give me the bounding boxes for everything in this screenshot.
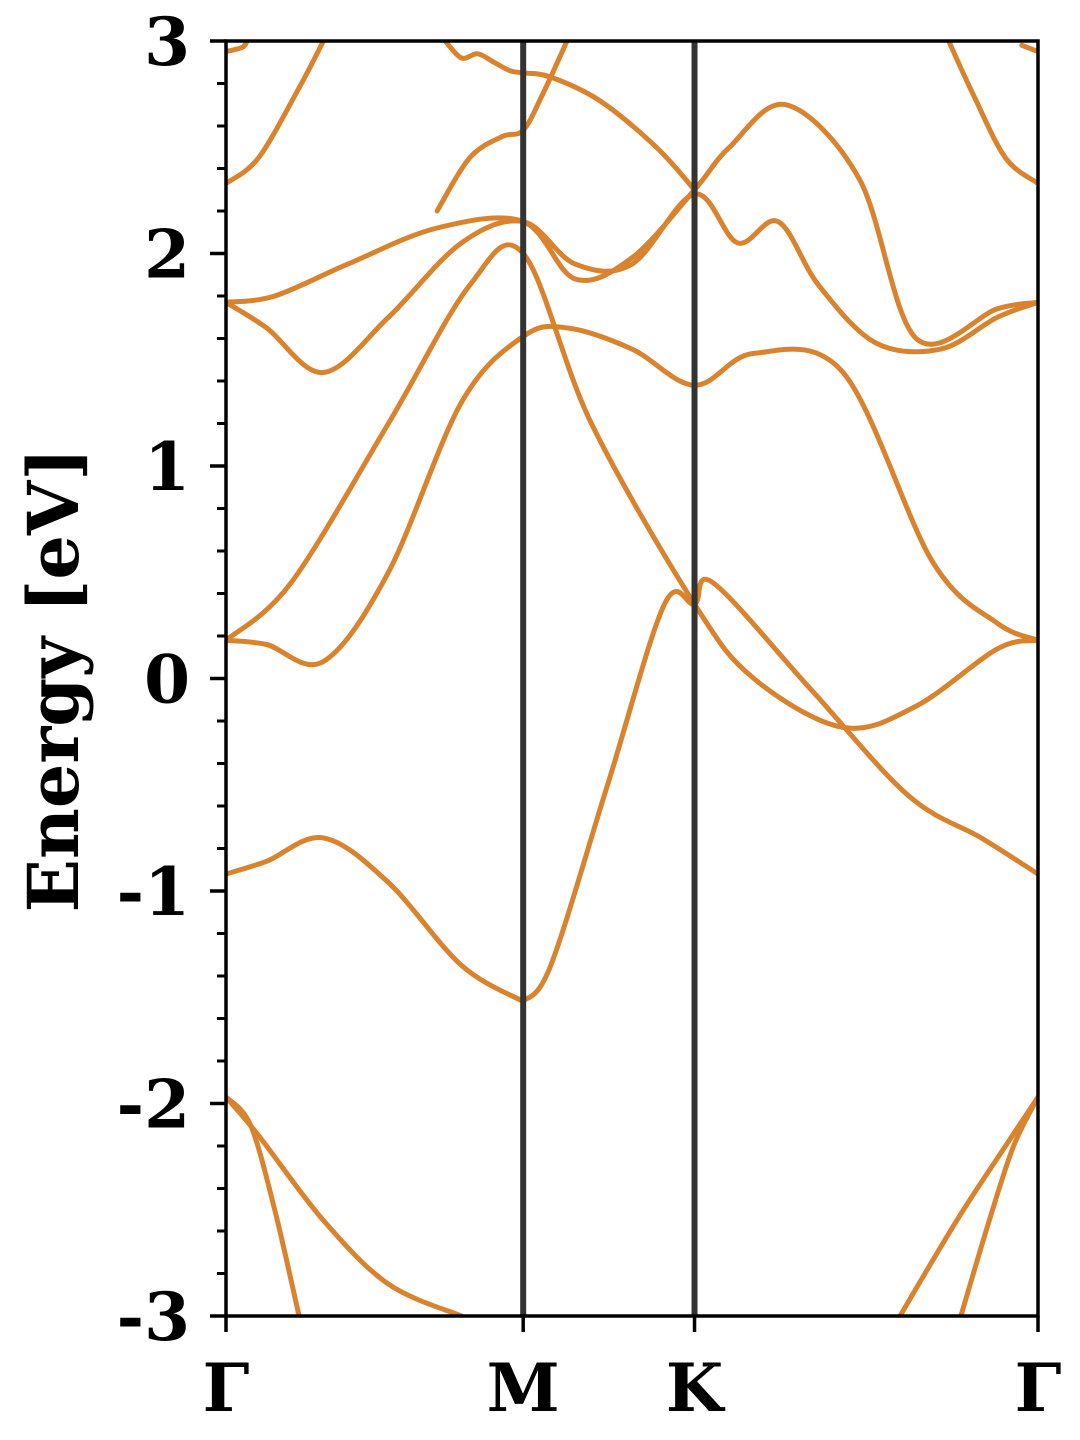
x-tick-label: Γ [203, 1349, 250, 1427]
band-lines [226, 41, 1038, 1316]
y-tick-label: -2 [117, 1066, 190, 1144]
band-7 [226, 41, 326, 186]
band-16 [958, 1094, 1038, 1316]
high-symmetry-lines [520, 41, 698, 1316]
x-tick-label: Γ [1015, 1349, 1062, 1427]
band-2 [520, 576, 1038, 1004]
band-4 [226, 242, 1038, 731]
plot-frame [224, 39, 1040, 1318]
band-12 [1019, 42, 1038, 55]
y-tick-label: -1 [117, 853, 190, 931]
band-9 [442, 41, 697, 193]
y-tick-label: 2 [144, 216, 190, 294]
band-14 [226, 1094, 464, 1316]
band-15 [897, 1094, 1038, 1316]
band-5 [226, 191, 1038, 375]
y-axis-label: Energy [eV] [12, 448, 95, 913]
band-3 [226, 323, 1038, 668]
y-axis-ticks: -3 -2 -1 0 1 2 3 [117, 3, 226, 1356]
x-tick-label: K [666, 1349, 726, 1427]
y-tick-label: 3 [144, 3, 190, 81]
y-tick-label: 1 [144, 428, 190, 506]
band-6 [226, 101, 1038, 347]
band-13 [226, 1094, 302, 1316]
band-1 [226, 835, 526, 1004]
band-8 [434, 41, 570, 214]
x-tick-label: M [487, 1349, 560, 1427]
y-tick-label: -3 [117, 1278, 190, 1356]
band-11 [946, 41, 1038, 186]
y-tick-label: 0 [144, 641, 190, 719]
